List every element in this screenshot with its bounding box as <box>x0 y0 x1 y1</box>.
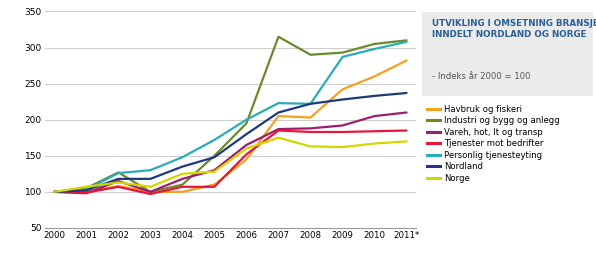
Text: UTVIKLING I OMSETNING BRANSJE-
INNDELT NORDLAND OG NORGE: UTVIKLING I OMSETNING BRANSJE- INNDELT N… <box>432 19 596 39</box>
Text: - Indeks år 2000 = 100: - Indeks år 2000 = 100 <box>432 73 531 81</box>
Legend: Havbruk og fiskeri, Industri og bygg og anlegg, Vareh, hot, It og transp, Tjenes: Havbruk og fiskeri, Industri og bygg og … <box>427 105 560 183</box>
